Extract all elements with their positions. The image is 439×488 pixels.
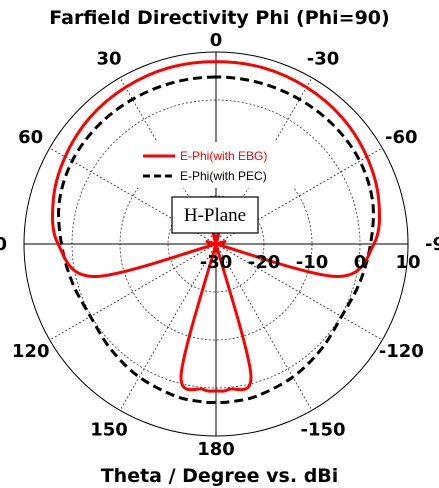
radial-tick-labels: -30 -20 -10 0 10: [200, 252, 421, 273]
radial-tick-label: 10: [395, 252, 420, 273]
series-line-ebg: [50, 60, 382, 393]
angle-label: -60: [385, 127, 418, 148]
grid-spoke: [119, 243, 217, 411]
angle-label: 60: [18, 127, 43, 148]
legend-label-ebg: E-Phi(with EBG): [180, 149, 267, 163]
annotation-label: H-Plane: [184, 205, 246, 226]
angle-label: 30: [96, 49, 121, 70]
x-axis-label: Theta / Degree vs. dBi: [101, 465, 339, 487]
grid-spoke: [215, 243, 383, 341]
grid-spoke: [49, 243, 217, 341]
radial-tick-label: -30: [200, 252, 233, 273]
legend: E-Phi(with EBG) E-Phi(with PEC): [136, 142, 308, 188]
series-line-pec: [57, 75, 375, 404]
angle-label: 90: [0, 234, 7, 255]
chart-title: Farfield Directivity Phi (Phi=90): [49, 7, 389, 29]
angle-label: -120: [379, 341, 424, 362]
h-plane-annotation: H-Plane: [171, 196, 259, 234]
angle-labels: 0 30 60 90 120 150 180 -150 -120 -90 -60 -30: [0, 30, 439, 460]
legend-box: [136, 142, 308, 188]
angle-label: 180: [197, 439, 235, 460]
angle-label: 0: [210, 30, 223, 51]
angle-label: -150: [300, 419, 345, 440]
radial-tick-label: 0: [354, 252, 367, 273]
series-layer: [50, 60, 382, 404]
annotation-box: [171, 196, 259, 234]
radial-tick-label: -10: [296, 252, 329, 273]
radial-tick-label: -20: [248, 252, 281, 273]
angle-label: -90: [425, 234, 439, 255]
grid-spoke: [215, 243, 313, 411]
angle-label: 150: [90, 419, 128, 440]
angle-label: 120: [12, 341, 50, 362]
legend-label-pec: E-Phi(with PEC): [180, 169, 267, 183]
angle-label: -30: [307, 49, 340, 70]
